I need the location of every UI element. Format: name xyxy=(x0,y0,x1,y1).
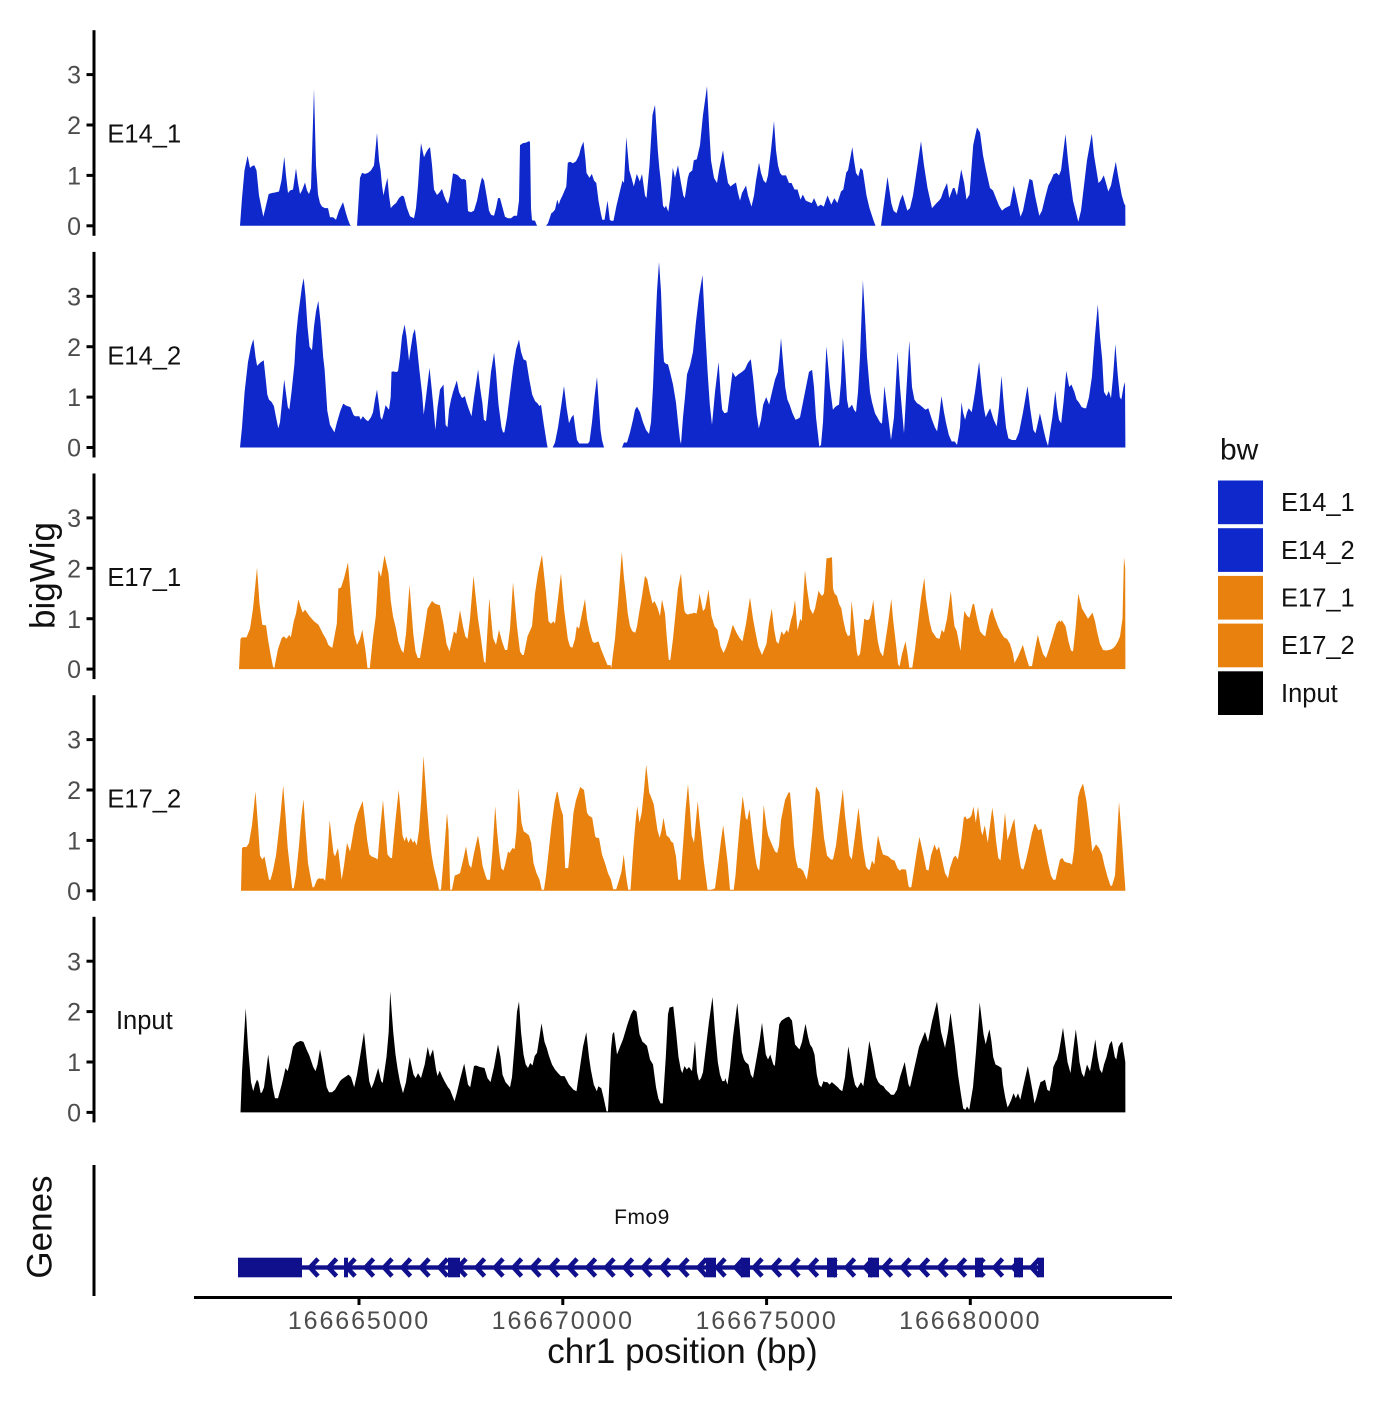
svg-text:bigWig: bigWig xyxy=(24,522,63,629)
svg-text:E17_1: E17_1 xyxy=(1281,585,1355,613)
svg-text:3: 3 xyxy=(67,505,81,533)
svg-text:2: 2 xyxy=(67,555,81,583)
svg-text:1: 1 xyxy=(67,384,81,412)
svg-text:2: 2 xyxy=(67,112,81,140)
svg-text:E17_2: E17_2 xyxy=(107,786,181,814)
svg-text:E17_2: E17_2 xyxy=(1281,632,1355,660)
svg-text:E17_1: E17_1 xyxy=(107,564,181,592)
svg-text:0: 0 xyxy=(67,1100,81,1128)
svg-text:Fmo9: Fmo9 xyxy=(614,1206,670,1229)
svg-text:166675000: 166675000 xyxy=(695,1307,837,1335)
svg-text:0: 0 xyxy=(67,435,81,463)
svg-text:1: 1 xyxy=(67,163,81,191)
svg-text:0: 0 xyxy=(67,656,81,684)
svg-text:2: 2 xyxy=(67,334,81,362)
svg-text:Input: Input xyxy=(1281,680,1338,708)
svg-text:1: 1 xyxy=(67,828,81,856)
svg-text:3: 3 xyxy=(67,62,81,90)
svg-text:E14_2: E14_2 xyxy=(1281,537,1355,565)
svg-text:3: 3 xyxy=(67,283,81,311)
svg-text:2: 2 xyxy=(67,999,81,1027)
svg-text:3: 3 xyxy=(67,727,81,755)
svg-text:0: 0 xyxy=(67,213,81,241)
svg-text:166665000: 166665000 xyxy=(288,1307,430,1335)
svg-text:0: 0 xyxy=(67,878,81,906)
svg-text:166680000: 166680000 xyxy=(899,1307,1041,1335)
svg-text:bw: bw xyxy=(1220,434,1259,467)
svg-text:E14_1: E14_1 xyxy=(1281,489,1355,517)
svg-text:1: 1 xyxy=(67,606,81,634)
svg-text:Input: Input xyxy=(116,1007,173,1035)
svg-text:3: 3 xyxy=(67,948,81,976)
svg-text:E14_1: E14_1 xyxy=(107,121,181,149)
svg-text:E14_2: E14_2 xyxy=(107,342,181,370)
svg-text:chr1 position (bp): chr1 position (bp) xyxy=(547,1332,817,1371)
svg-text:Genes: Genes xyxy=(21,1175,60,1278)
svg-text:2: 2 xyxy=(67,777,81,805)
svg-text:166670000: 166670000 xyxy=(492,1307,634,1335)
svg-text:1: 1 xyxy=(67,1049,81,1077)
